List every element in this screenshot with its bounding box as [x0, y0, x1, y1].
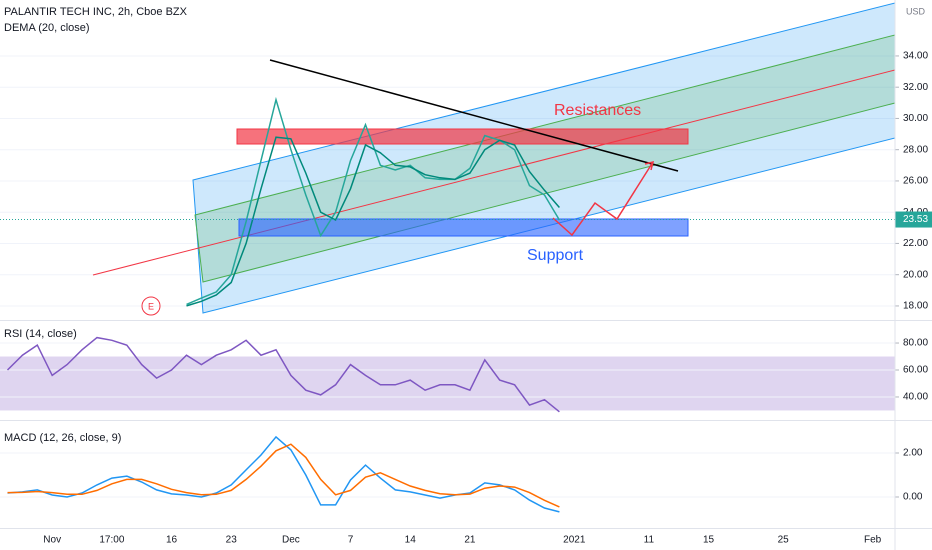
trend-line [269, 59, 679, 172]
y-tick-label: 34.00 [903, 51, 928, 62]
x-tick-label: Nov [43, 535, 61, 546]
data-layer: 18.0020.0022.0024.0026.0028.0030.0032.00… [0, 51, 932, 546]
x-tick-label: 2021 [563, 535, 586, 546]
y-tick-label: 0.00 [903, 492, 923, 503]
legend-entry: DEMA (20, close) [4, 22, 90, 34]
y-tick-label: 60.00 [903, 365, 928, 376]
x-tick-label: 16 [166, 535, 178, 546]
last-price-label: 23.53 [903, 214, 928, 225]
y-tick-label: 20.00 [903, 269, 928, 280]
series-line [6, 336, 560, 413]
channel-center [92, 69, 896, 276]
drawings: E Resistances Support [92, 2, 896, 316]
earnings-letter: E [148, 301, 154, 311]
x-tick-label: 17:00 [99, 535, 124, 546]
legend-entry: MACD (12, 26, close, 9) [4, 432, 121, 444]
series-line [186, 136, 560, 307]
x-tick-label: Dec [282, 535, 300, 546]
projection-path [552, 161, 654, 237]
series-line [7, 443, 560, 508]
last-price-box [895, 211, 932, 228]
x-tick-label: Feb [864, 535, 882, 546]
x-tick-label: 23 [226, 535, 238, 546]
arrow-head [644, 160, 655, 171]
x-tick-label: 15 [703, 535, 715, 546]
y-tick-label: 40.00 [903, 392, 928, 403]
x-tick-label: 21 [464, 535, 476, 546]
y-tick-label: 22.00 [903, 238, 928, 249]
panel-backgrounds [0, 55, 899, 498]
y-tick-label: 28.00 [903, 144, 928, 155]
series-line [186, 96, 561, 306]
y-tick-label: 80.00 [903, 338, 928, 349]
chart-title: PALANTIR TECH INC, 2h, Cboe BZX [4, 6, 188, 18]
annotation: Support [527, 247, 584, 264]
y-tick-label: 32.00 [903, 82, 928, 93]
earnings-icon [141, 296, 161, 316]
rsi-band [0, 356, 895, 411]
x-tick-label: 11 [644, 535, 655, 546]
x-tick-label: 7 [348, 535, 354, 546]
y-tick-label: 30.00 [903, 113, 928, 124]
currency-label: USD [906, 6, 926, 16]
x-tick-label: 14 [405, 535, 417, 546]
y-tick-label: 18.00 [903, 301, 928, 312]
legend-entry: RSI (14, close) [4, 328, 77, 340]
support-zone [238, 218, 689, 237]
y-tick-label: 2.00 [903, 448, 923, 459]
series-line [7, 435, 560, 513]
annotation: Resistances [554, 102, 641, 119]
x-tick-label: 25 [778, 535, 790, 546]
resistance-zone [236, 128, 689, 145]
y-tick-label: 26.00 [903, 176, 928, 187]
